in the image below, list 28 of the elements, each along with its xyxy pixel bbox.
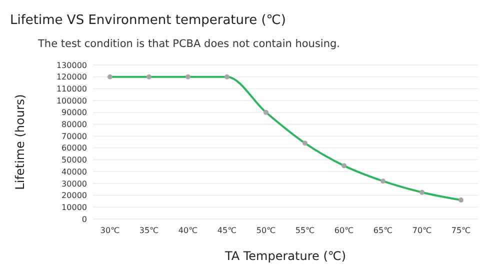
y-tick-label: 100000 [56,96,87,106]
y-tick-label: 130000 [56,60,87,70]
y-tick-label: 50000 [62,156,87,165]
x-tick-label: 75℃ [451,226,471,235]
y-tick-label: 40000 [62,167,87,176]
y-tick-label: 10000 [62,202,87,212]
chart-subtitle: The test condition is that PCBA does not contain housing. [37,38,340,50]
x-tick-label: 40℃ [178,226,198,235]
y-tick-label: 70000 [62,132,87,141]
y-tick-label: 0 [82,214,87,224]
y-axis-title: Lifetime (hours) [13,94,27,190]
y-tick-label: 60000 [62,144,87,153]
x-tick-label: 65℃ [373,226,393,235]
chart-title: Lifetime VS Environment temperature (℃) [10,13,286,28]
x-tick-label: 45℃ [217,226,237,235]
x-tick-label: 70℃ [412,226,432,235]
y-tick-label: 120000 [56,72,87,82]
x-axis-title: TA Temperature (℃) [224,249,346,263]
y-tick-label: 80000 [62,120,87,130]
x-tick-label: 55℃ [295,226,315,235]
y-tick-label: 20000 [62,191,87,200]
x-tick-label: 35℃ [139,226,159,235]
x-tick-label: 60℃ [334,226,354,235]
y-tick-label: 30000 [62,179,87,188]
x-tick-label: 30℃ [100,226,120,235]
y-tick-label: 110000 [56,84,87,94]
x-tick-label: 50℃ [256,226,276,235]
y-tick-label: 90000 [62,108,87,118]
